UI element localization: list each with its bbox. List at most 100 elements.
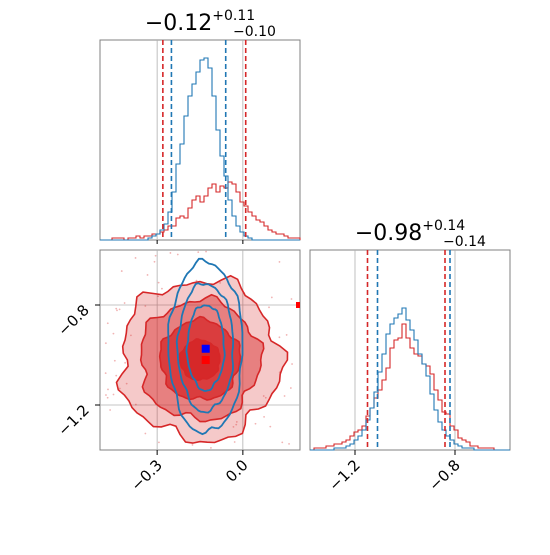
hist1-series-0 — [100, 181, 301, 241]
joint-marker-1 — [201, 356, 210, 364]
joint-sample-point — [208, 480, 210, 482]
joint-sample-point — [120, 270, 123, 272]
joint-marker-0 — [201, 344, 210, 353]
joint-xtick-label: 0.0 — [222, 456, 252, 486]
joint-sample-point — [115, 307, 118, 310]
joint-sample-point — [290, 298, 293, 300]
joint-sample-point — [289, 387, 292, 389]
title-param1-plus: +0.11 — [212, 8, 255, 24]
title-param2-value: −0.98 — [355, 221, 422, 246]
joint-sample-point — [134, 465, 136, 467]
joint-sample-point — [158, 441, 160, 444]
joint-sample-point — [161, 287, 163, 290]
hist2-series-0 — [310, 323, 510, 451]
joint-sample-point — [220, 451, 222, 453]
joint-sample-point — [210, 447, 212, 449]
joint-sample-point — [186, 484, 188, 486]
joint-sample-point — [205, 250, 207, 253]
title-param2: −0.98+0.14 — [355, 218, 465, 246]
joint-sample-point — [181, 457, 183, 459]
joint-sample-point — [313, 365, 315, 367]
joint-sample-point — [283, 395, 286, 397]
joint-sample-point — [118, 387, 121, 390]
joint-sample-point — [104, 372, 107, 374]
joint-sample-point — [176, 253, 179, 256]
joint-panel-frame — [99, 249, 301, 451]
joint-sample-point — [191, 444, 194, 446]
joint-sample-point — [125, 382, 128, 385]
joint-sample-point — [115, 374, 118, 377]
joint-ytick-label: −1.2 — [54, 401, 92, 439]
joint-sample-point — [157, 281, 160, 284]
hist2-xtick-label: −1.2 — [325, 456, 363, 494]
title-param2-minus: −0.14 — [443, 234, 486, 250]
joint-sample-point — [316, 312, 318, 314]
joint-sample-point — [291, 363, 293, 365]
joint-sample-point — [264, 396, 267, 399]
joint-sample-point — [235, 421, 238, 423]
joint-sample-point — [109, 409, 112, 411]
joint-sample-point — [303, 379, 305, 381]
joint-sample-point — [107, 388, 109, 391]
joint-sample-point — [116, 309, 118, 312]
joint-sample-point — [235, 423, 238, 426]
joint-sample-point — [219, 282, 221, 284]
joint-sample-point — [278, 261, 281, 263]
joint-sample-point — [306, 416, 308, 418]
markers — [201, 344, 210, 364]
joint-sample-point — [260, 471, 262, 473]
joint-sample-point — [91, 393, 93, 395]
joint-sample-point — [265, 454, 267, 456]
joint-sample-point — [113, 359, 116, 362]
joint-sample-point — [184, 473, 186, 475]
joint-sample-point — [106, 396, 109, 399]
joint-sample-point — [307, 306, 309, 308]
title-param1: −0.12+0.11 — [145, 8, 255, 36]
joint-sample-point — [130, 334, 132, 337]
joint-sample-point — [307, 427, 309, 429]
joint-sample-point — [197, 251, 200, 254]
joint-sample-point — [157, 295, 159, 298]
joint-sample-point — [84, 332, 86, 334]
hist1-series-1 — [100, 57, 300, 241]
joint-sample-point — [278, 336, 281, 339]
joint-contour-blue-2 — [185, 304, 226, 392]
joint-sample-point — [105, 394, 107, 396]
joint-sample-point — [106, 322, 109, 325]
joint-sample-point — [169, 252, 172, 254]
joint-sample-point — [254, 422, 257, 425]
joint-contour-blue-1 — [175, 282, 235, 414]
joint-sample-point — [281, 441, 284, 444]
joint-sample-point — [77, 392, 79, 394]
joint-sample-point — [118, 308, 121, 311]
joint-sample-point — [112, 332, 115, 335]
joint-sample-point — [268, 306, 270, 309]
hist2-series-1 — [310, 307, 510, 451]
joint-sample-point — [154, 254, 157, 257]
joint-sample-point — [89, 404, 91, 406]
joint-sample-point — [124, 361, 127, 364]
joint-sample-point — [153, 260, 156, 263]
hist-param2-frame — [309, 249, 511, 451]
joint-sample-point — [104, 342, 107, 345]
title-param1-minus: −0.10 — [233, 24, 276, 40]
joint-ytick-label: −0.8 — [54, 301, 92, 339]
joint-sample-point — [112, 393, 115, 396]
title-param2-plus: +0.14 — [422, 218, 465, 234]
joint-sample-point — [80, 329, 82, 331]
joint-sample-point — [134, 257, 137, 259]
joint-sample-point — [288, 443, 290, 445]
joint-xtick-label: −0.3 — [127, 456, 165, 494]
joint-sample-point — [270, 296, 273, 299]
joint-sample-point — [308, 419, 310, 421]
joint-sample-point — [285, 334, 288, 336]
hist-param2 — [310, 250, 510, 451]
joint-sample-point — [88, 361, 90, 363]
joint-sample-point — [144, 305, 147, 307]
joint-sample-point — [195, 279, 198, 282]
joint-sample-point — [189, 451, 191, 453]
joint-sample-point — [144, 432, 147, 435]
joint-contours — [77, 250, 318, 486]
joint-sample-point — [134, 403, 137, 406]
